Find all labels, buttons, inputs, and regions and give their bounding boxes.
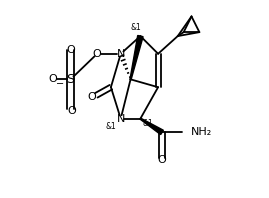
Text: N: N <box>116 114 125 124</box>
Polygon shape <box>130 35 143 79</box>
Text: O: O <box>88 92 97 102</box>
Text: S: S <box>67 73 75 86</box>
Text: &1: &1 <box>105 122 116 131</box>
Polygon shape <box>140 118 163 135</box>
Text: N: N <box>116 49 125 59</box>
Text: O: O <box>158 155 167 165</box>
Text: −: − <box>56 79 64 89</box>
Text: &1: &1 <box>143 119 153 128</box>
Text: O: O <box>93 49 101 59</box>
Text: O: O <box>48 74 57 84</box>
Text: NH₂: NH₂ <box>190 128 212 137</box>
Text: O: O <box>66 45 75 55</box>
Text: O: O <box>67 106 76 116</box>
Text: &1: &1 <box>130 23 141 32</box>
